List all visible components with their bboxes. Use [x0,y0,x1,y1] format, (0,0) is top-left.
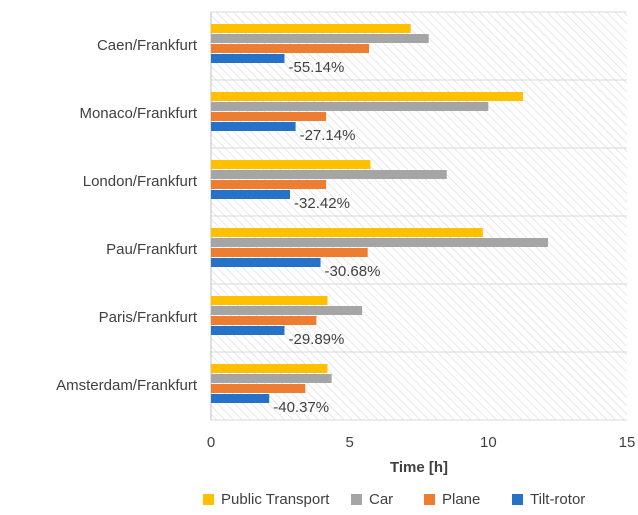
legend-label: Tilt-rotor [530,491,585,508]
data-label: -27.14% [300,127,356,144]
bar [211,160,371,169]
data-label: -32.42% [294,195,350,212]
y-tick-label: Caen/Frankfurt [97,37,198,54]
bar [211,364,328,373]
y-tick-label: Pau/Frankfurt [106,241,198,258]
bar [211,54,285,63]
legend-label: Car [369,491,393,508]
bar [211,24,411,33]
legend-swatch [424,494,435,505]
legend-label: Plane [442,491,480,508]
bar [211,44,370,53]
x-axis-title: Time [h] [390,459,448,476]
x-tick-label: 0 [207,434,215,451]
bar [211,228,483,237]
bar [211,190,291,199]
y-tick-label: Monaco/Frankfurt [79,105,197,122]
y-tick-label: London/Frankfurt [83,173,198,190]
bar [211,394,270,403]
data-label: -29.89% [288,331,344,348]
data-label: -30.68% [325,263,381,280]
bar [211,374,332,383]
bar [211,122,296,131]
bar [211,248,368,257]
bar [211,180,327,189]
bar [211,326,285,335]
bar [211,384,306,393]
legend-swatch [351,494,362,505]
bar [211,258,321,267]
bar [211,316,317,325]
legend-swatch [203,494,214,505]
y-tick-label: Paris/Frankfurt [99,309,198,326]
x-tick-label: 15 [619,434,636,451]
x-tick-label: 5 [345,434,353,451]
x-tick-label: 10 [480,434,497,451]
bar [211,238,548,247]
legend-swatch [512,494,523,505]
data-label: -55.14% [288,59,344,76]
y-tick-label: Amsterdam/Frankfurt [56,377,198,394]
bar [211,296,328,305]
legend-label: Public Transport [221,491,330,508]
bar [211,92,523,101]
data-label: -40.37% [273,399,329,416]
bar [211,34,429,43]
bar [211,306,363,315]
bar [211,112,327,121]
bar [211,102,489,111]
bar [211,170,447,179]
